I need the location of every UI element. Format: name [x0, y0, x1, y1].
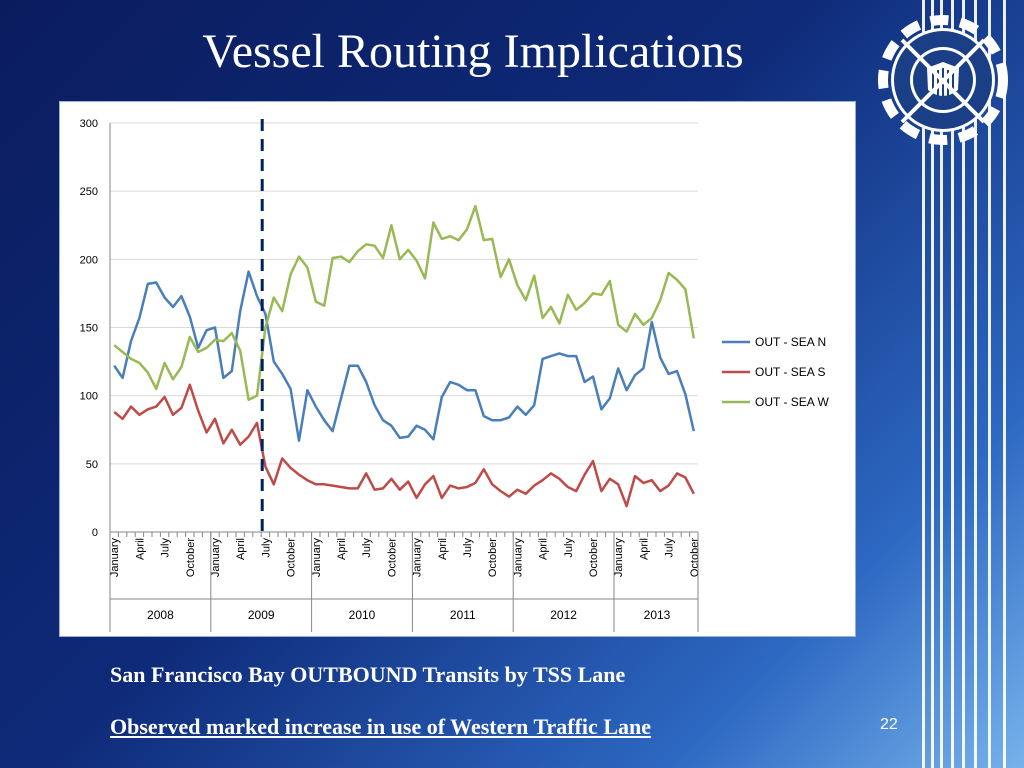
y-tick-label: 50 — [86, 459, 98, 471]
chart-container: 0 50 100 150 200 250 300 January April July Octob… — [59, 101, 856, 637]
series-line — [113, 204, 696, 402]
slide-title: Vessel Routing Implications — [202, 25, 744, 78]
gridlines — [110, 122, 698, 533]
chart-caption: San Francisco Bay OUTBOUND Transits by T… — [110, 662, 626, 687]
legend: OUT - SEA N OUT - SEA S OUT - SEA W — [722, 335, 829, 409]
stripe — [974, 0, 977, 768]
year-label: 2011 — [450, 608, 476, 622]
line-chart: 0 50 100 150 200 250 300 January April July Octob… — [80, 118, 829, 632]
stripe — [988, 0, 991, 768]
y-tick-label: 300 — [80, 118, 98, 130]
x-tick-label: January — [412, 538, 424, 578]
stripe — [931, 0, 934, 768]
x-tick-label: April — [336, 538, 348, 560]
y-tick-label: 250 — [80, 186, 98, 198]
coast-guard-seal — [872, 10, 1014, 150]
stripe — [922, 0, 925, 768]
year-label: 2009 — [248, 608, 275, 622]
x-tick-label: April — [437, 538, 449, 560]
x-tick-label: April — [538, 538, 550, 560]
x-tick-label: January — [109, 538, 121, 578]
series-lines — [113, 204, 696, 508]
x-tick-label: October — [487, 538, 499, 577]
x-tick-label: July — [260, 538, 272, 558]
stripe — [962, 0, 965, 768]
x-tick-label: January — [311, 538, 323, 578]
y-tick-label: 200 — [80, 254, 98, 266]
x-tick-label: July — [563, 538, 575, 558]
y-tick-label: 100 — [80, 391, 98, 403]
x-tick-label: July — [361, 538, 373, 558]
x-tick-label: April — [235, 538, 247, 560]
x-tick-label: July — [664, 538, 676, 558]
year-label: 2008 — [147, 608, 174, 622]
x-tick-label: October — [689, 538, 701, 577]
stripe — [940, 0, 943, 768]
observation-note[interactable]: Observed marked increase in use of Weste… — [110, 714, 651, 739]
x-tick-label: April — [638, 538, 650, 560]
x-tick-label: July — [160, 538, 172, 558]
x-tick-label: January — [210, 538, 222, 578]
legend-label: OUT - SEA W — [755, 395, 829, 409]
year-label: 2010 — [349, 608, 376, 622]
year-label: 2013 — [644, 608, 671, 622]
series-line — [113, 383, 695, 508]
y-tick-label: 0 — [92, 527, 98, 539]
page-number: 22 — [880, 716, 898, 733]
x-tick-label: July — [462, 538, 474, 558]
legend-label: OUT - SEA N — [755, 335, 826, 349]
x-axis: January April July October January April July O… — [109, 531, 701, 632]
y-tick-label: 150 — [80, 323, 98, 335]
x-tick-label: January — [512, 538, 524, 578]
y-axis: 0 50 100 150 200 250 300 — [80, 118, 111, 539]
stripe — [1003, 0, 1006, 768]
x-tick-label: October — [185, 538, 197, 577]
x-tick-label: January — [613, 538, 625, 578]
year-label: 2012 — [550, 608, 577, 622]
x-tick-label: April — [134, 538, 146, 560]
series-line — [113, 270, 696, 442]
x-tick-label: October — [588, 538, 600, 577]
stripe — [951, 0, 954, 768]
x-tick-label: October — [386, 538, 398, 577]
legend-label: OUT - SEA S — [755, 365, 825, 379]
x-tick-label: October — [286, 538, 298, 577]
